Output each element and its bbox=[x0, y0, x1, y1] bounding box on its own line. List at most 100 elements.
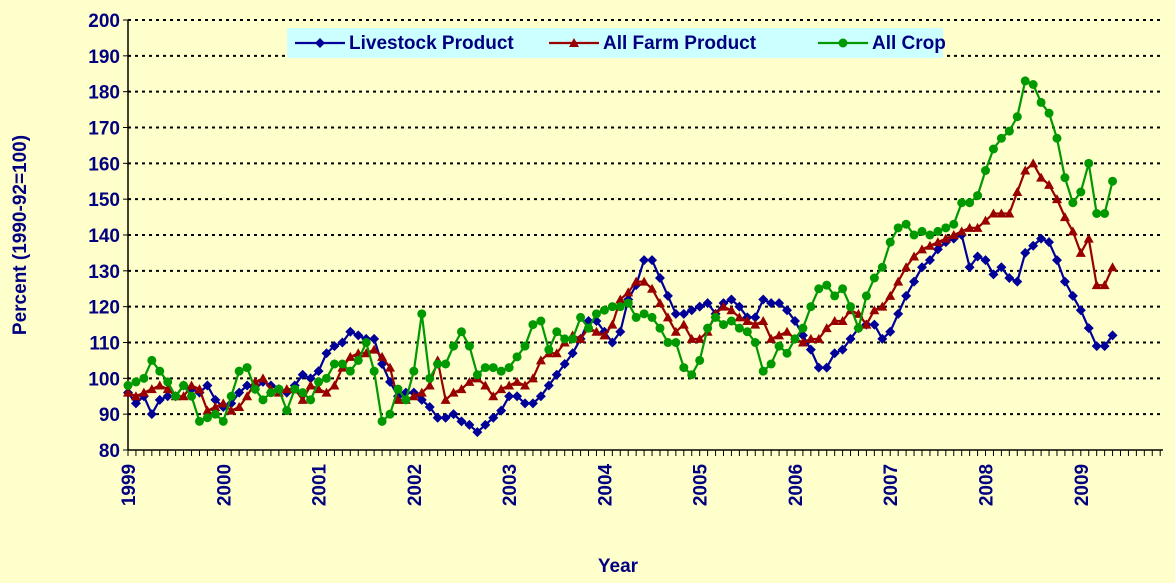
marker bbox=[385, 362, 396, 372]
marker bbox=[1083, 323, 1094, 334]
marker bbox=[829, 348, 840, 359]
marker bbox=[163, 377, 173, 387]
marker bbox=[353, 355, 363, 365]
marker bbox=[901, 290, 912, 301]
marker bbox=[456, 416, 467, 427]
marker bbox=[821, 362, 832, 373]
marker bbox=[1028, 80, 1038, 89]
legend-marker bbox=[569, 38, 579, 47]
marker bbox=[1051, 255, 1062, 266]
marker bbox=[885, 326, 896, 337]
marker bbox=[1076, 187, 1086, 197]
marker bbox=[464, 419, 475, 430]
y-tick-label: 180 bbox=[88, 83, 120, 104]
marker bbox=[782, 348, 792, 358]
marker bbox=[361, 338, 371, 347]
marker bbox=[1091, 280, 1102, 290]
marker bbox=[1059, 212, 1070, 222]
x-tick-label: 2004 bbox=[595, 463, 616, 506]
marker bbox=[329, 359, 339, 369]
y-tick-label: 100 bbox=[88, 369, 120, 390]
marker bbox=[504, 363, 514, 373]
marker bbox=[162, 384, 173, 394]
marker bbox=[488, 391, 499, 401]
marker bbox=[924, 255, 935, 266]
marker bbox=[670, 326, 681, 336]
marker bbox=[584, 323, 594, 333]
marker bbox=[504, 391, 515, 402]
marker bbox=[1051, 194, 1062, 204]
marker bbox=[838, 284, 848, 294]
marker bbox=[282, 406, 292, 416]
marker bbox=[568, 334, 578, 344]
marker bbox=[909, 276, 920, 287]
marker bbox=[527, 398, 538, 409]
marker bbox=[821, 323, 832, 333]
marker bbox=[964, 222, 975, 232]
marker bbox=[774, 298, 785, 309]
marker bbox=[155, 366, 165, 376]
marker bbox=[146, 409, 157, 420]
marker bbox=[576, 312, 586, 322]
marker bbox=[1067, 226, 1078, 236]
marker bbox=[1036, 97, 1046, 107]
marker bbox=[734, 323, 744, 333]
marker bbox=[258, 395, 268, 405]
marker bbox=[1068, 198, 1078, 208]
y-tick-label: 120 bbox=[88, 298, 120, 319]
marker bbox=[1083, 233, 1094, 243]
marker bbox=[750, 312, 761, 323]
marker bbox=[178, 391, 189, 401]
marker bbox=[218, 416, 228, 426]
marker bbox=[551, 348, 562, 358]
marker bbox=[917, 262, 927, 273]
marker bbox=[488, 412, 499, 423]
marker bbox=[1044, 237, 1055, 248]
marker bbox=[210, 402, 221, 411]
marker bbox=[194, 384, 205, 394]
marker bbox=[924, 240, 935, 250]
marker bbox=[138, 387, 149, 397]
marker bbox=[980, 255, 991, 266]
marker bbox=[726, 294, 737, 305]
marker bbox=[234, 402, 245, 411]
marker bbox=[298, 388, 308, 398]
marker bbox=[678, 319, 689, 329]
legend-label: All Farm Product bbox=[603, 33, 757, 54]
marker bbox=[1075, 247, 1086, 257]
marker bbox=[480, 419, 491, 430]
x-tick-label: 2006 bbox=[786, 464, 807, 506]
marker bbox=[480, 380, 491, 390]
marker bbox=[750, 319, 761, 329]
marker bbox=[250, 384, 260, 394]
marker bbox=[1012, 187, 1023, 196]
marker bbox=[734, 312, 745, 322]
marker bbox=[1004, 208, 1015, 218]
y-tick-label: 130 bbox=[88, 262, 120, 283]
marker bbox=[417, 309, 427, 319]
marker bbox=[972, 222, 983, 232]
marker bbox=[512, 391, 523, 402]
marker bbox=[512, 352, 522, 362]
marker bbox=[520, 398, 530, 409]
marker bbox=[789, 316, 800, 326]
marker bbox=[806, 302, 816, 312]
y-tick-label: 170 bbox=[88, 119, 120, 140]
marker bbox=[766, 359, 776, 369]
marker bbox=[662, 290, 673, 301]
marker bbox=[1036, 172, 1047, 182]
marker bbox=[750, 338, 760, 347]
marker bbox=[718, 301, 729, 311]
marker bbox=[535, 355, 546, 365]
marker bbox=[639, 255, 650, 266]
marker bbox=[988, 144, 998, 154]
marker bbox=[845, 333, 856, 344]
x-tick-label: 2005 bbox=[691, 463, 712, 506]
marker bbox=[575, 333, 586, 343]
marker bbox=[1107, 330, 1118, 341]
marker bbox=[527, 373, 538, 383]
marker bbox=[877, 262, 887, 272]
marker bbox=[1020, 165, 1031, 175]
marker bbox=[210, 394, 221, 405]
marker bbox=[631, 276, 642, 286]
